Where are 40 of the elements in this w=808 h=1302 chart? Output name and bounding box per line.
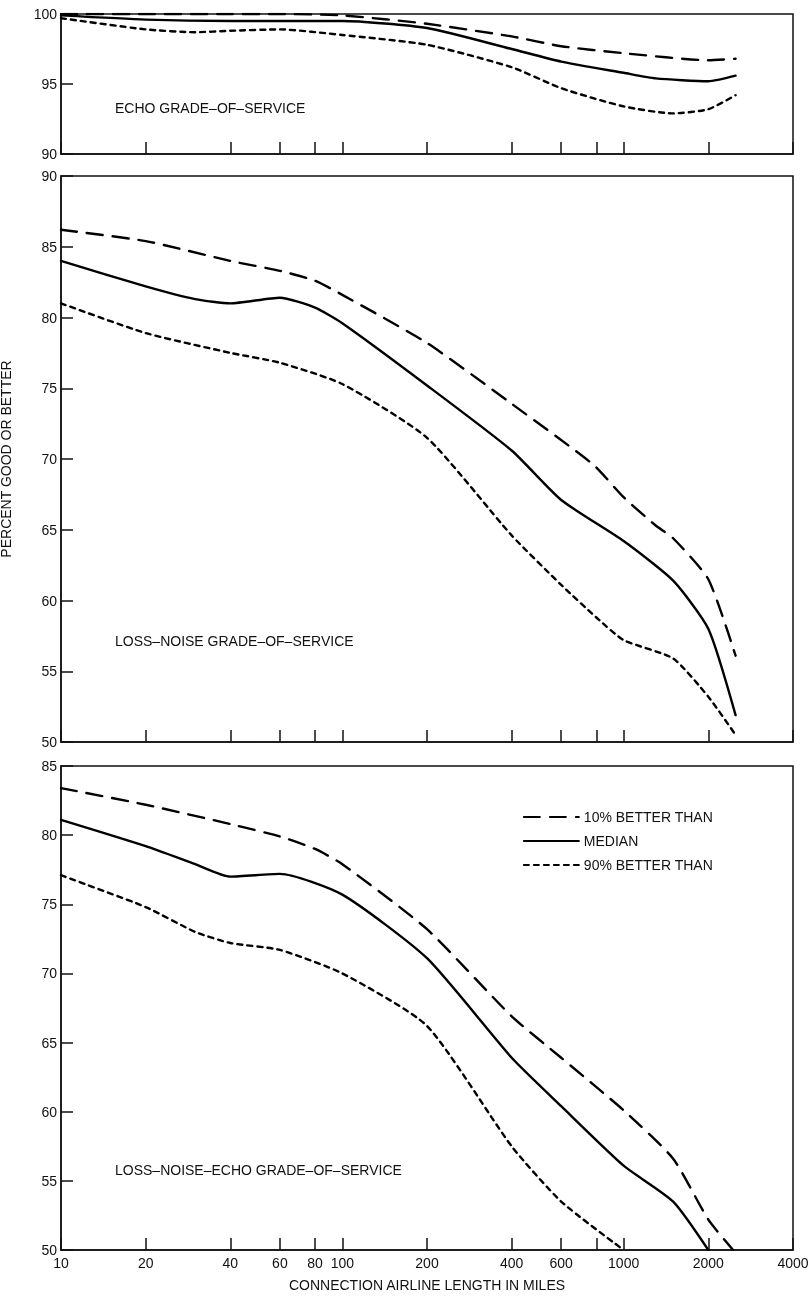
y-tick-label: 70	[41, 451, 58, 467]
y-axis-title: PERCENT GOOD OR BETTER	[0, 360, 14, 558]
annotation: LOSS–NOISE GRADE–OF–SERVICE	[115, 633, 354, 650]
annotation: LOSS–NOISE–ECHO GRADE–OF–SERVICE	[115, 1161, 402, 1178]
y-tick-label: 60	[41, 592, 58, 609]
y-tick-label: 100	[33, 6, 58, 22]
x-tick-label: 1000	[608, 1255, 640, 1271]
y-tick-label: 90	[41, 168, 58, 184]
y-tick-label: 50	[41, 734, 58, 750]
x-axis-title: CONNECTION AIRLINE LENGTH IN MILES	[288, 1277, 566, 1293]
y-tick-label: 50	[41, 1242, 58, 1258]
y-tick-label: 65	[41, 521, 58, 538]
x-tick-label: 2000	[692, 1255, 725, 1271]
y-tick-label: 95	[41, 76, 58, 92]
y-tick-label: 60	[41, 1103, 58, 1120]
y-tick-label: 80	[41, 309, 58, 326]
y-tick-label: 75	[41, 380, 58, 397]
x-tick-label: 10	[53, 1255, 69, 1271]
x-tick-label: 4000	[777, 1255, 808, 1271]
y-tick-label: 85	[41, 238, 58, 255]
y-tick-label: 70	[41, 965, 58, 982]
y-tick-label: 75	[41, 896, 58, 913]
x-tick-label: 100	[330, 1255, 355, 1271]
y-tick-label: 90	[41, 146, 58, 162]
annotation: ECHO GRADE–OF–SERVICE	[115, 99, 306, 116]
legend-label: MEDIAN	[583, 833, 639, 849]
y-tick-label: 85	[41, 758, 58, 774]
x-tick-label: 60	[272, 1255, 288, 1271]
x-tick-label: 200	[415, 1255, 439, 1271]
legend-label: 10% BETTER THAN	[583, 809, 713, 825]
x-tick-label: 600	[549, 1255, 574, 1271]
x-tick-label: 40	[222, 1255, 239, 1271]
x-tick-label: 80	[307, 1255, 324, 1271]
y-tick-label: 80	[41, 827, 58, 844]
y-tick-label: 55	[41, 1172, 58, 1189]
x-tick-label: 400	[500, 1255, 524, 1271]
x-tick-label: 20	[137, 1255, 154, 1271]
y-tick-label: 65	[41, 1034, 58, 1051]
y-tick-label: 55	[41, 663, 58, 680]
legend-label: 90% BETTER THAN	[583, 857, 713, 873]
